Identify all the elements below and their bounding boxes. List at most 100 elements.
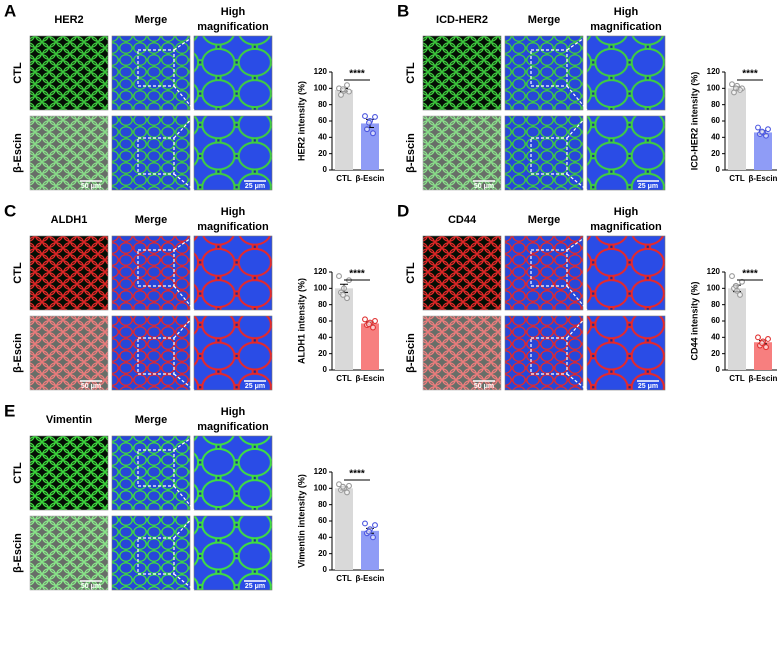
scale-bar-label: 50 μm <box>474 383 494 390</box>
panel-letter: E <box>4 401 15 420</box>
y-tick-label: 0 <box>716 165 721 174</box>
zoom-line <box>173 573 195 591</box>
zoom-line <box>173 485 195 511</box>
x-tick-label: CTL <box>336 574 352 583</box>
zoom-line <box>566 173 588 191</box>
significance-label: **** <box>349 269 365 280</box>
scale-bar-label: 25 μm <box>245 183 265 190</box>
column-header: magnification <box>197 21 269 33</box>
x-tick-label: β-Escin <box>356 374 385 383</box>
panel-letter: C <box>4 201 16 220</box>
zoom-line <box>566 35 588 51</box>
data-point <box>765 336 771 342</box>
bar <box>361 123 379 170</box>
scale-bar-label: 50 μm <box>81 183 101 190</box>
y-tick-label: 20 <box>318 549 327 558</box>
chart: 0 20 40 60 80 100 120 CD44 intensity (%) CTL β-Es… <box>689 267 777 383</box>
y-tick-label: 80 <box>711 100 720 109</box>
row-label: β-Escin <box>12 533 24 573</box>
row-label: CTL <box>12 462 24 484</box>
micrograph <box>111 315 191 391</box>
data-point <box>733 282 739 289</box>
y-tick-label: 20 <box>711 149 720 158</box>
zoom-box <box>530 249 568 287</box>
micrograph <box>193 35 273 111</box>
data-point <box>366 119 372 126</box>
micrograph <box>504 315 584 391</box>
micrograph <box>29 515 109 591</box>
zoom-box <box>137 137 175 175</box>
x-tick-label: CTL <box>729 374 745 383</box>
zoom-box <box>137 449 175 487</box>
micrograph <box>111 515 191 591</box>
x-tick-label: CTL <box>336 374 352 383</box>
y-axis-label: Vimentin intensity (%) <box>296 474 306 568</box>
data-point <box>370 130 376 137</box>
bar <box>754 342 772 370</box>
row-label: CTL <box>12 262 24 284</box>
y-tick-label: 80 <box>711 300 720 309</box>
y-tick-label: 60 <box>318 116 327 125</box>
column-header: Merge <box>528 214 560 226</box>
zoom-line <box>173 85 195 111</box>
y-tick-label: 120 <box>707 67 721 76</box>
data-point <box>362 316 368 323</box>
significance-label: **** <box>742 269 758 280</box>
data-point <box>733 85 739 92</box>
micrograph <box>193 315 273 391</box>
x-tick-label: β-Escin <box>356 174 385 183</box>
significance-label: **** <box>742 69 758 80</box>
micrograph <box>422 35 502 111</box>
y-tick-label: 120 <box>314 67 328 76</box>
zoom-line <box>173 35 195 51</box>
y-tick-label: 80 <box>318 100 327 109</box>
data-point <box>362 520 368 527</box>
y-tick-label: 0 <box>716 365 721 374</box>
row-label: CTL <box>12 62 24 84</box>
scale-bar-label: 25 μm <box>638 183 658 190</box>
column-header: High <box>614 6 639 18</box>
y-tick-label: 0 <box>323 365 328 374</box>
data-point <box>734 287 740 294</box>
data-point <box>366 528 372 535</box>
micrograph <box>111 115 191 191</box>
data-point <box>340 291 346 298</box>
panel: D CD44 Merge High magnification CTL β-Escin 50 … <box>397 201 666 391</box>
y-axis-label: ALDH1 intensity (%) <box>296 278 306 364</box>
y-tick-label: 20 <box>711 349 720 358</box>
significance-label: **** <box>349 69 365 80</box>
column-header: Vimentin <box>46 414 93 426</box>
micrograph <box>586 115 666 191</box>
zoom-line <box>173 435 195 451</box>
micrograph <box>586 315 666 391</box>
data-point <box>341 285 347 292</box>
data-point <box>759 128 765 135</box>
column-header: magnification <box>590 221 662 233</box>
row-label: β-Escin <box>12 133 24 173</box>
y-tick-label: 20 <box>318 149 327 158</box>
y-tick-label: 100 <box>707 283 721 292</box>
y-tick-label: 120 <box>707 267 721 276</box>
zoom-box <box>530 337 568 375</box>
data-point <box>344 295 350 302</box>
y-tick-label: 40 <box>318 132 327 141</box>
data-point <box>338 91 344 98</box>
column-header: magnification <box>197 221 269 233</box>
micrograph <box>193 515 273 591</box>
data-point <box>372 113 378 120</box>
column-header: HER2 <box>54 14 83 26</box>
chart: 0 20 40 60 80 100 120 HER2 intensity (%) CTL β-Es… <box>296 67 384 183</box>
y-tick-label: 120 <box>314 267 328 276</box>
panel-letter: D <box>397 201 409 220</box>
y-tick-label: 60 <box>318 516 327 525</box>
data-point <box>765 126 771 133</box>
column-header: CD44 <box>448 214 477 226</box>
scale-bar-label: 25 μm <box>245 583 265 590</box>
y-tick-label: 80 <box>318 500 327 509</box>
x-tick-label: CTL <box>729 174 745 183</box>
row-label: CTL <box>405 62 417 84</box>
bar <box>361 530 379 570</box>
row-label: CTL <box>405 262 417 284</box>
bar <box>728 288 746 370</box>
column-header: ICD-HER2 <box>436 14 488 26</box>
